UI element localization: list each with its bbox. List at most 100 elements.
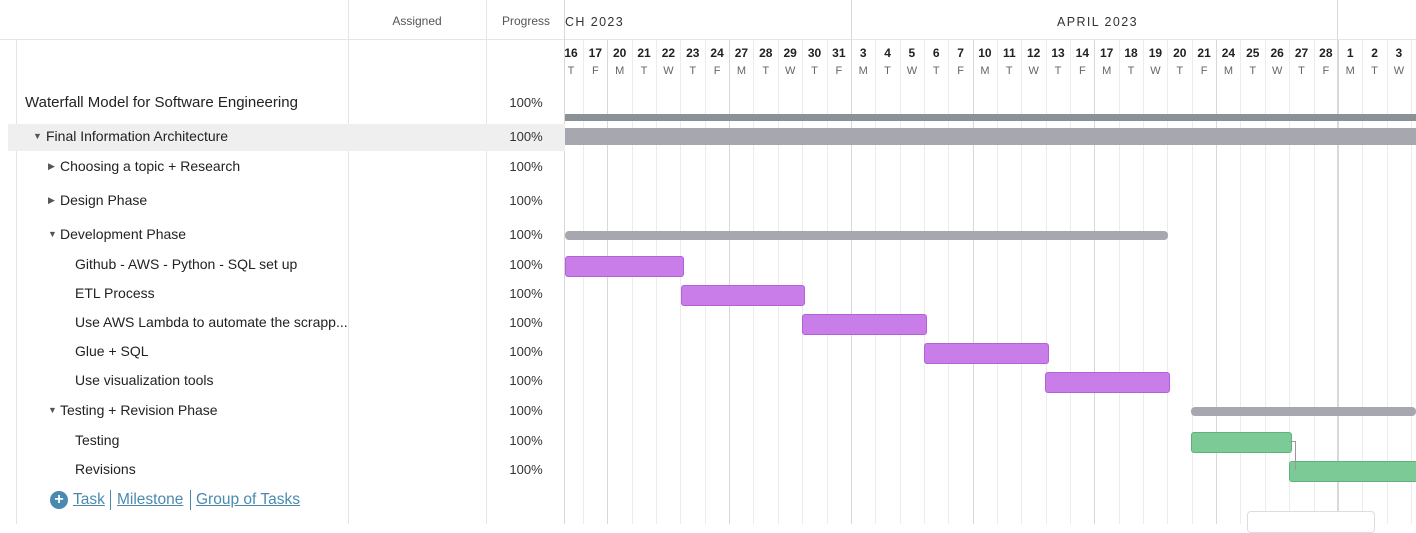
day-letter: T [689,65,697,77]
day-gridline [1094,40,1096,524]
project-summary-bar[interactable] [565,114,1416,121]
task-name[interactable]: ETL Process [75,285,155,301]
task-bar[interactable] [802,314,927,335]
day-gridline [1289,40,1291,524]
task-progress: 100% [509,95,543,110]
day-number: 2 [1371,46,1378,60]
task-progress: 100% [509,129,543,144]
day-letter: W [1028,65,1039,77]
day-gridline [1313,40,1315,524]
caret-right-icon[interactable]: ▶ [48,195,55,205]
day-letter: T [567,65,575,77]
development-phase-bar[interactable] [565,231,1168,240]
task-name[interactable]: Design Phase [60,192,148,208]
gantt-timeline: CH 2023 APRIL 2023 16 T 17 F 20 M 21 T 22 W 23 T 24 F… [565,0,1416,524]
task-bar[interactable] [1045,372,1170,393]
day-letter: T [762,65,770,77]
task-bar[interactable] [681,285,805,306]
row-indent-line [16,40,17,524]
day-number: 30 [807,46,822,60]
task-progress: 100% [509,159,543,174]
task-name[interactable]: Final Information Architecture [46,128,229,144]
task-name[interactable]: Choosing a topic + Research [60,158,241,174]
day-gridline [1216,40,1218,524]
day-letter: T [1249,65,1257,77]
day-gridline [826,40,828,524]
caret-down-icon[interactable]: ▼ [48,405,57,415]
day-letter: F [591,65,599,77]
day-letter: M [1223,65,1234,77]
day-letter: F [957,65,964,77]
task-name[interactable]: Waterfall Model for Software Engineering [25,94,298,111]
task-name[interactable]: Development Phase [60,226,187,242]
day-gridline [777,40,779,524]
day-number: 18 [1124,46,1138,60]
day-number: 20 [1173,46,1187,60]
day-gridline [1337,40,1339,524]
day-gridline [1118,40,1120,524]
task-name[interactable]: Use visualization tools [75,372,214,388]
task-name[interactable]: Github - AWS - Python - SQL set up [75,256,298,272]
floating-panel[interactable] [1247,511,1375,533]
day-gridline [972,40,974,524]
task-name[interactable]: Testing [75,432,120,448]
assigned-column-header[interactable]: Assigned [392,14,442,28]
month-label-april: APRIL 2023 [1057,15,1138,29]
day-number: 10 [978,46,992,60]
day-number: 4 [884,46,891,60]
task-bar[interactable] [1289,461,1416,482]
day-gridline [656,40,658,524]
caret-right-icon[interactable]: ▶ [48,161,55,171]
day-gridline [1045,40,1047,524]
separator [190,490,191,510]
day-letter: T [1371,65,1378,77]
task-name[interactable]: Glue + SQL [75,343,149,359]
task-name[interactable]: Testing + Revision Phase [60,402,218,418]
task-bar[interactable] [1191,432,1292,453]
group-summary-bar[interactable] [565,128,1416,145]
caret-down-icon[interactable]: ▼ [33,131,42,141]
day-gridline [1143,40,1145,524]
day-number: 16 [565,46,578,60]
task-progress: 100% [509,462,543,477]
caret-down-icon[interactable]: ▼ [48,229,57,239]
month-divider [1337,0,1338,524]
day-gridline [1240,40,1242,524]
day-letter: M [1102,65,1112,77]
day-number: 19 [1148,46,1163,60]
day-number: 25 [1246,46,1260,60]
task-progress: 100% [509,286,543,301]
add-icon[interactable]: + [50,491,68,509]
testing-phase-bar[interactable] [1191,407,1416,416]
day-letter: T [884,65,891,77]
add-milestone-link[interactable]: Milestone [117,491,184,508]
day-letter: W [1150,65,1161,77]
day-letter: F [1322,65,1330,77]
task-bar[interactable] [565,256,684,277]
day-number: 23 [686,46,700,60]
day-letter: M [615,65,625,77]
task-progress: 100% [509,403,543,418]
day-number: 29 [783,46,797,60]
task-progress: 100% [509,193,543,208]
day-number: 13 [1051,46,1065,60]
day-number: 11 [1002,46,1016,60]
day-gridline [631,40,633,524]
add-group-link[interactable]: Group of Tasks [196,491,300,508]
day-letter: T [811,65,818,77]
task-bar[interactable] [924,343,1049,364]
day-letter: T [1298,65,1305,77]
day-gridline [850,40,852,524]
day-gridline [948,40,950,524]
day-number: 12 [1026,46,1041,60]
column-divider [486,0,487,524]
add-task-link[interactable]: Task [73,491,105,508]
day-gridline [923,40,925,524]
progress-column-header[interactable]: Progress [501,14,551,28]
dependency-connector [1289,441,1296,470]
task-name[interactable]: Use AWS Lambda to automate the scrapp... [75,314,348,330]
task-name[interactable]: Revisions [75,461,136,477]
day-number: 20 [613,46,627,60]
day-number: 7 [957,46,964,60]
selected-row-highlight [8,124,565,151]
